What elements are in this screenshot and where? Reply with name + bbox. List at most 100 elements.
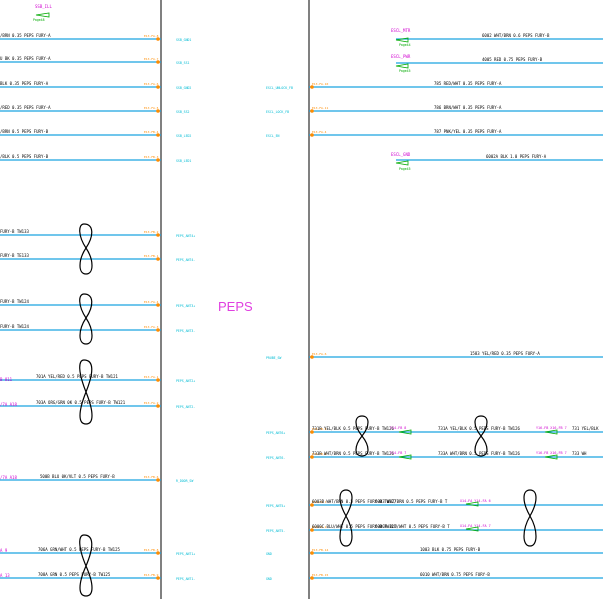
wire-label: 703A ORG/GRN 0K 0.5 PEPS FURY-B TW121 bbox=[36, 400, 126, 405]
pin-label: E13-FA-6 bbox=[312, 352, 327, 356]
wire-endpoint bbox=[156, 478, 160, 482]
twisted-pair-icon bbox=[474, 415, 488, 457]
signal-label: PEPS_ANT2- bbox=[176, 405, 195, 409]
pin-label: E13-FB-2 bbox=[312, 452, 327, 456]
left-ref: /7A A18 bbox=[0, 475, 17, 480]
signal-label: SSB_GND2 bbox=[176, 86, 191, 90]
wire-label: 787 PNK/YEL 0.35 PEPS FURY-A bbox=[434, 129, 502, 134]
pin-label: E13-FA-1 bbox=[312, 500, 327, 504]
signal-label: SSB_LED2 bbox=[176, 134, 191, 138]
signal-label: ESCL_UNLOCK_FB bbox=[266, 86, 293, 90]
signal-label: ESCL_LOCK_FB bbox=[266, 110, 289, 114]
signal-label: PEPS_ANT6+ bbox=[266, 431, 285, 435]
escl-pwr-arrow-icon bbox=[395, 63, 409, 69]
twisted-pair-icon bbox=[79, 223, 93, 275]
wire-label: 706A GRN/WHT 0.5 PEPS FURY-B TW125 bbox=[38, 547, 120, 552]
pin-label: E13-FB-1 bbox=[144, 254, 159, 258]
wire-label: FURY-B TE133 bbox=[0, 253, 29, 258]
wire-endpoint bbox=[310, 528, 314, 532]
wire-endpoint bbox=[156, 60, 160, 64]
signal-label: SSB_SS2 bbox=[176, 110, 190, 114]
pin-label: E13-FA-1 bbox=[144, 375, 159, 379]
pin-label: E13-FB-3 bbox=[144, 155, 159, 159]
signal-label: R_DOOR_SW bbox=[176, 479, 193, 483]
connector-arrow-icon bbox=[398, 454, 412, 460]
left-wire-group: /BRN 0.35 PEPS FURY-A E13-FA-8 SSB_GND1 U B… bbox=[0, 33, 195, 581]
escl-pwr-page: Page45 bbox=[399, 69, 411, 73]
pin-label: E13-FA-7 bbox=[144, 57, 159, 61]
connector-arrow-icon bbox=[544, 454, 558, 460]
wire-endpoint bbox=[156, 233, 160, 237]
wire-label: 731B YEL/BLK 0.5 PEPS FURY-B TW126 bbox=[312, 426, 394, 431]
wire-label: 4005 RED 0.75 PEPS FURY-B bbox=[482, 57, 543, 62]
wire-label: 6010 WHT/BRN 0.75 PEPS FURY-B bbox=[420, 572, 490, 577]
signal-label: PEPS_ANT3+ bbox=[176, 304, 195, 308]
pin-label: E13-FB-8 bbox=[144, 548, 159, 552]
left-ref: B 811 bbox=[0, 377, 13, 382]
signal-label: PEPS_ANT2+ bbox=[176, 379, 195, 383]
wire-label: 6003B WHT/BRN 0.5 PEPS FURY-B TW127 bbox=[312, 499, 397, 504]
ssb-arrow-icon bbox=[35, 12, 50, 18]
wire-label: FURY-B TW133 bbox=[0, 229, 29, 234]
wire-label-mid: 733A WHT/BRN 0.5 PEPS FURY-B TW126 bbox=[438, 451, 520, 456]
wire-endpoint bbox=[156, 133, 160, 137]
right-wire-group: 6002 WHT/BRN 0.6 PEPS FURY-B 4005 RED 0.7… bbox=[266, 33, 603, 581]
wire-endpoint bbox=[156, 257, 160, 261]
pin-label: E13-FA-11 bbox=[312, 106, 328, 110]
wire-label: 500B BLU 0K/VLT 0.5 PEPS FURY-B bbox=[40, 474, 115, 479]
connector-ref: Y14-FB 8 bbox=[390, 426, 406, 430]
wire-label: 733B WHT/BRN 0.5 PEPS FURY-B TW126 bbox=[312, 451, 394, 456]
connector-ref: Y16-FB X16-FB 7 bbox=[536, 426, 567, 430]
wire-endpoint bbox=[156, 576, 160, 580]
wire-endpoint bbox=[156, 328, 160, 332]
pin-label: E13-FA-2 bbox=[144, 401, 159, 405]
module-label: PEPS bbox=[218, 299, 253, 314]
wire-label: U BK 0.35 PEPS FURY-A bbox=[0, 56, 51, 61]
signal-label: PEPS_ANT4- bbox=[176, 258, 195, 262]
pin-label: E13-FB-3 bbox=[312, 427, 327, 431]
signal-label: SSB_GND1 bbox=[176, 38, 191, 42]
left-ref: A 9 bbox=[0, 548, 8, 553]
signal-label: SSB_LED1 bbox=[176, 159, 191, 163]
pin-label: E13-FA-5 bbox=[144, 106, 159, 110]
wire-endpoint bbox=[156, 303, 160, 307]
twisted-pair-icon bbox=[523, 489, 537, 547]
signal-label: PRUBE_SW bbox=[266, 356, 281, 360]
wire-label-mid: 6003 WHT/BRN 0.5 PEPS FURY-B T bbox=[375, 499, 448, 504]
escl-gnd-ref: ESCL_GND bbox=[391, 152, 411, 157]
connector-ref: Y14-FB 7 bbox=[390, 451, 406, 455]
wire-endpoint bbox=[156, 37, 160, 41]
escl-pwr-ref: ESCL_PWR bbox=[391, 54, 411, 59]
escl-mtr-ref: ESCL_MTR bbox=[391, 28, 411, 33]
left-ref: /7A A18 bbox=[0, 402, 17, 407]
pin-label: E13-FA-2 bbox=[312, 525, 327, 529]
signal-label: PEPS_ANT4+ bbox=[176, 234, 195, 238]
connector-ref: X14-FA Y14-FA 7 bbox=[460, 524, 491, 528]
pin-label: E13-FB-6 bbox=[144, 475, 159, 479]
wire-label: /BLK 0.5 PEPS FURY-B bbox=[0, 154, 49, 159]
signal-label: PEPS_ANT5+ bbox=[266, 504, 285, 508]
wire-label-end: 731 YEL/BLK bbox=[572, 426, 599, 431]
pin-label: E13-FB-4 bbox=[144, 130, 159, 134]
wire-label: 708A GRN 0.5 PEPS FURY-B TW125 bbox=[38, 572, 111, 577]
wire-endpoint bbox=[310, 85, 314, 89]
connector-ref: Y16-FB X16-FB 7 bbox=[536, 451, 567, 455]
pin-label: E13-FA-4 bbox=[144, 300, 159, 304]
pin-label: E13-FB-14 bbox=[312, 548, 328, 552]
connector-arrow-icon bbox=[398, 429, 412, 435]
ssb-page: Page48 bbox=[33, 18, 45, 22]
connector-ref: X14-FA Y14-FA 6 bbox=[460, 499, 491, 503]
wire-endpoint bbox=[310, 455, 314, 459]
pin-label: E13-FA-6 bbox=[144, 82, 159, 86]
signal-label: SSB_SS1 bbox=[176, 61, 190, 65]
wire-label: 1003 BLK 0.75 PEPS FURY-B bbox=[420, 547, 481, 552]
pin-label: E13-FA-8 bbox=[144, 34, 159, 38]
wire-endpoint bbox=[156, 404, 160, 408]
wire-endpoint bbox=[310, 133, 314, 137]
left-ref: A 13 bbox=[0, 573, 10, 578]
signal-label: GND bbox=[266, 552, 272, 556]
wire-label: FURY-B TW124 bbox=[0, 299, 29, 304]
wire-label: 6000C BLU/WHT 0.5 PEPS FURY-B TW127 bbox=[312, 524, 397, 529]
wire-label-mid: 731A YEL/BLK 0.5 PEPS FURY-B TW126 bbox=[438, 426, 520, 431]
